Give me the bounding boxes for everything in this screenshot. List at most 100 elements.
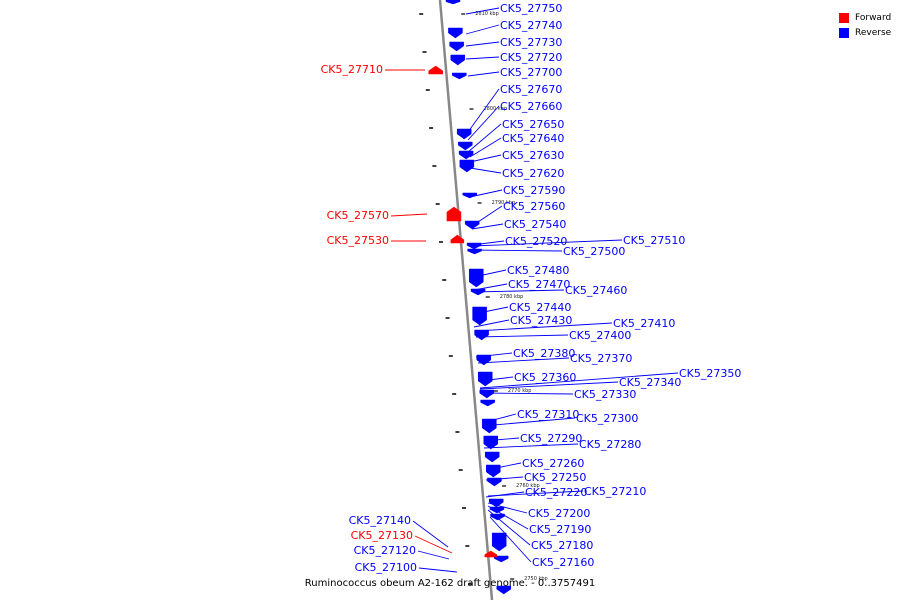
gene-leader-line [487,502,528,514]
scale-label: 2800 kbp [483,106,507,112]
gene-label-ck5_27400: CK5_27400 [569,329,631,342]
gene-leader-line [469,137,502,158]
gene-leader-line [467,88,500,133]
gene-leader-line [412,520,449,548]
reverse-gene [479,389,495,399]
gene-label-ck5_27430: CK5_27430 [510,314,572,327]
gene-leader-line [481,413,517,424]
gene-label-ck5_27190: CK5_27190 [529,523,591,536]
gene-label-ck5_27180: CK5_27180 [531,539,593,552]
gene-leader-line [479,376,514,382]
gene-label-ck5_27120: CK5_27120 [354,544,416,557]
gene-leader-line [465,24,500,35]
gene-label-ck5_27670: CK5_27670 [500,83,562,96]
gene-leader-line [479,381,619,390]
gene-leader-line [465,7,500,15]
gene-leader-line [414,535,453,554]
gene-label-ck5_27340: CK5_27340 [619,376,681,389]
gene-label-ck5_27630: CK5_27630 [502,149,564,162]
reverse-gene [458,150,474,160]
genome-backbone [438,0,494,600]
scale-label: 2780 kbp [500,294,524,300]
gene-leader-line [489,516,532,563]
forward-gene [450,234,465,244]
reverse-gene [449,41,464,52]
gene-leader-line [487,505,529,530]
scale-label: 2810 kbp [475,11,499,17]
reverse-gene [456,128,472,140]
gene-leader-line [467,105,500,141]
gene-leader-line [471,249,563,252]
gene-leader-line [479,372,679,389]
gene-leader-line [471,239,623,247]
gene-label-ck5_27370: CK5_27370 [570,352,632,365]
reverse-gene [482,418,497,434]
scale-label: 2750 kbp [524,576,548,582]
gene-label-ck5_27310: CK5_27310 [517,408,579,421]
reverse-gene [477,371,493,387]
reverse-gene [464,220,480,230]
gene-label-ck5_27650: CK5_27650 [502,118,564,131]
gene-label-ck5_27750: CK5_27750 [500,2,562,15]
forward-gene [484,550,498,558]
forward-gene [446,206,462,222]
gene-label-ck5_27380: CK5_27380 [513,347,575,360]
gene-label-ck5_27250: CK5_27250 [524,471,586,484]
gene-leader-line [479,392,574,395]
gene-label-ck5_27710: CK5_27710 [321,63,383,76]
gene-label-ck5_27480: CK5_27480 [507,264,569,277]
gene-leader-line [469,167,502,174]
gene-leader-line [477,357,570,364]
legend-item-reverse: Reverse [839,25,891,40]
gene-leader-line [471,205,503,227]
gene-label-ck5_27440: CK5_27440 [509,301,571,314]
gene-label-ck5_27560: CK5_27560 [503,200,565,213]
gene-label-ck5_27640: CK5_27640 [502,132,564,145]
gene-leader-line [483,443,579,449]
forward-gene [428,65,443,75]
gene-label-ck5_27460: CK5_27460 [565,284,627,297]
gene-label-ck5_27260: CK5_27260 [522,457,584,470]
gene-label-ck5_27210: CK5_27210 [584,485,646,498]
gene-label-ck5_27720: CK5_27720 [500,51,562,64]
gene-leader-line [481,417,576,427]
gene-label-ck5_27530: CK5_27530 [327,234,389,247]
gene-leader-line [465,56,500,60]
reverse-swatch [839,27,849,38]
scale-label: 2770 kbp [508,388,532,394]
reverse-gene [459,159,475,173]
gene-leader-line [473,269,507,278]
gene-label-ck5_27620: CK5_27620 [502,167,564,180]
gene-leader-line [417,550,450,560]
gene-label-ck5_27130: CK5_27130 [351,529,413,542]
reverse-gene [462,192,477,199]
legend-label-reverse: Reverse [855,27,892,38]
reverse-gene [488,498,504,508]
gene-leader-line [467,123,502,153]
gene-label-ck5_27300: CK5_27300 [576,412,638,425]
reverse-gene [480,399,495,407]
legend-item-forward: Forward [839,10,891,25]
gene-leader-line [471,240,505,246]
reverse-gene [458,141,473,151]
gene-label-ck5_27700: CK5_27700 [500,66,562,79]
gene-label-ck5_27360: CK5_27360 [514,371,576,384]
gene-label-ck5_27200: CK5_27200 [528,507,590,520]
gene-leader-line [418,567,458,573]
reverse-gene [469,268,484,288]
gene-leader-line [487,490,584,497]
gene-leader-line [473,306,509,315]
genome-caption: Ruminococcus obeum A2-162 draft genome. … [304,578,596,589]
gene-leader-line [483,437,520,442]
reverse-gene [474,329,489,341]
reverse-gene [450,54,466,66]
reverse-gene [484,451,500,463]
gene-label-ck5_27290: CK5_27290 [520,432,582,445]
gene-label-ck5_27570: CK5_27570 [327,209,389,222]
legend: Forward Reverse [839,10,891,40]
reverse-gene [472,306,487,326]
gene-leader-line [473,283,508,291]
gene-leader-line [473,319,510,328]
reverse-gene [445,0,461,5]
gene-label-ck5_27660: CK5_27660 [500,100,562,113]
